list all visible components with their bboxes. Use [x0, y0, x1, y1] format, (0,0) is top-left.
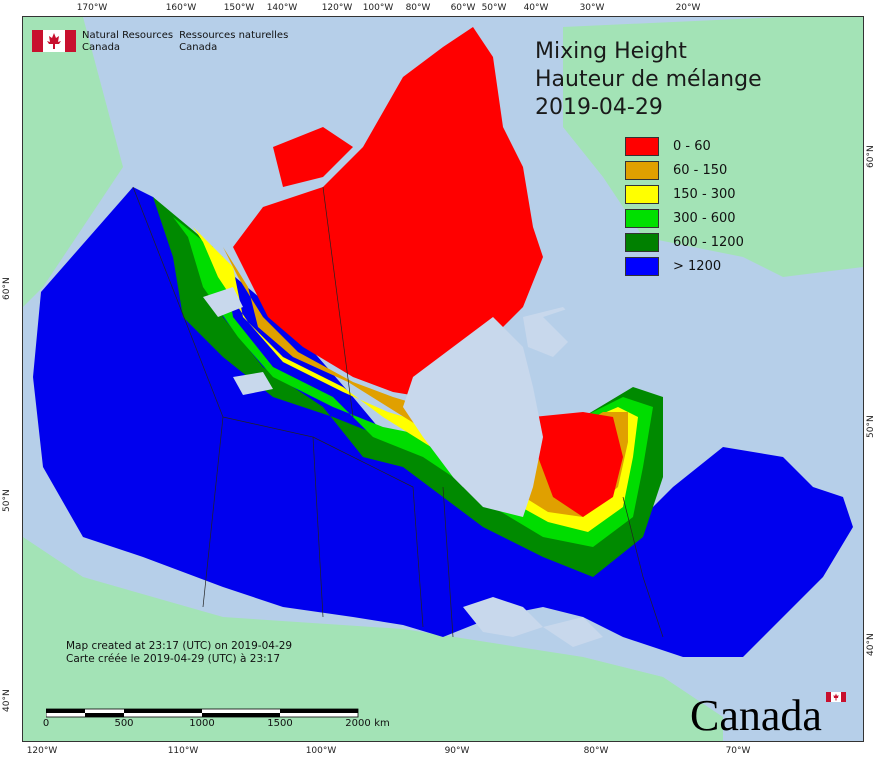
tick-top-140w: 140°W: [266, 3, 298, 13]
title-date: 2019-04-29: [535, 95, 663, 120]
agency-name-fr: Ressources naturelles Canada: [179, 30, 288, 54]
map-canvas[interactable]: [23, 17, 863, 741]
credits: Map created at 23:17 (UTC) on 2019-04-29…: [66, 640, 292, 666]
tick-right-40n: 40°N: [866, 633, 876, 656]
agency-fr-line2: Canada: [179, 42, 218, 53]
legend-item: 0 - 60: [625, 134, 744, 158]
agency-en-line2: Canada: [82, 42, 121, 53]
wordmark-flag-icon: [826, 692, 846, 702]
agency-en-line1: Natural Resources: [82, 30, 174, 41]
legend-swatch: [625, 160, 659, 180]
legend-swatch: [625, 184, 659, 204]
tick-top-60w: 60°W: [450, 3, 476, 13]
tick-top-20w: 20°W: [675, 3, 701, 13]
tick-top-100w: 100°W: [362, 3, 394, 13]
tick-top-170w: 170°W: [76, 3, 108, 13]
tick-bottom-90w: 90°W: [444, 746, 470, 756]
agency-fr-line1: Ressources naturelles: [179, 30, 289, 41]
scale-bar-graphic: [45, 708, 359, 718]
legend-label: 300 - 600: [673, 210, 736, 226]
tick-right-60n: 60°N: [866, 145, 876, 168]
agency-identifier: Natural Resources Canada Ressources natu…: [32, 30, 288, 54]
legend-label: 150 - 300: [673, 186, 736, 202]
tick-left-50n: 50°N: [2, 489, 12, 512]
legend-swatch: [625, 256, 659, 276]
tick-bottom-70w: 70°W: [725, 746, 751, 756]
tick-top-80w: 80°W: [405, 3, 431, 13]
legend-swatch: [625, 232, 659, 252]
map-title: Mixing Height Hauteur de mélange 2019-04…: [535, 38, 762, 122]
title-en: Mixing Height: [535, 39, 687, 64]
scale-bar: 0 500 1000 1500 2000 km: [43, 705, 390, 729]
legend-label: > 1200: [673, 258, 722, 274]
tick-top-40w: 40°W: [523, 3, 549, 13]
tick-top-50w: 50°W: [481, 3, 507, 13]
tick-left-60n: 60°N: [2, 277, 12, 300]
legend-item: 60 - 150: [625, 158, 744, 182]
legend-label: 0 - 60: [673, 138, 711, 154]
canada-wordmark: Canada: [690, 691, 822, 740]
scale-label-0: 0: [42, 718, 50, 729]
tick-left-40n: 40°N: [2, 689, 12, 712]
tick-bottom-100w: 100°W: [305, 746, 337, 756]
tick-bottom-120w: 120°W: [26, 746, 58, 756]
legend-swatch: [625, 136, 659, 156]
scale-label-2000: 2000: [345, 718, 371, 729]
legend-item: > 1200: [625, 254, 744, 278]
mixing-height-layer: [33, 27, 853, 657]
map-frame[interactable]: [22, 16, 864, 742]
canada-flag-icon: [32, 30, 76, 52]
legend-item: 600 - 1200: [625, 230, 744, 254]
legend-item: 300 - 600: [625, 206, 744, 230]
scale-label-1000: 1000: [189, 718, 215, 729]
tick-top-160w: 160°W: [165, 3, 197, 13]
credit-en: Map created at 23:17 (UTC) on 2019-04-29: [66, 640, 293, 652]
agency-name-en: Natural Resources Canada: [82, 30, 173, 54]
legend-label: 60 - 150: [673, 162, 728, 178]
scale-label-1500: 1500: [267, 718, 293, 729]
legend-label: 600 - 1200: [673, 234, 744, 250]
title-fr: Hauteur de mélange: [535, 67, 762, 92]
scale-label-500: 500: [114, 718, 134, 729]
tick-top-30w: 30°W: [579, 3, 605, 13]
tick-top-150w: 150°W: [223, 3, 255, 13]
tick-bottom-80w: 80°W: [583, 746, 609, 756]
boundaries: [132, 186, 664, 638]
scale-unit: km: [374, 718, 390, 729]
tick-bottom-110w: 110°W: [167, 746, 199, 756]
legend-item: 150 - 300: [625, 182, 744, 206]
tick-top-120w: 120°W: [321, 3, 353, 13]
legend-swatch: [625, 208, 659, 228]
credit-fr: Carte créée le 2019-04-29 (UTC) à 23:17: [66, 653, 281, 665]
tick-right-50n: 50°N: [866, 415, 876, 438]
legend: 0 - 60 60 - 150 150 - 300 300 - 600 600 - 12…: [625, 134, 744, 278]
